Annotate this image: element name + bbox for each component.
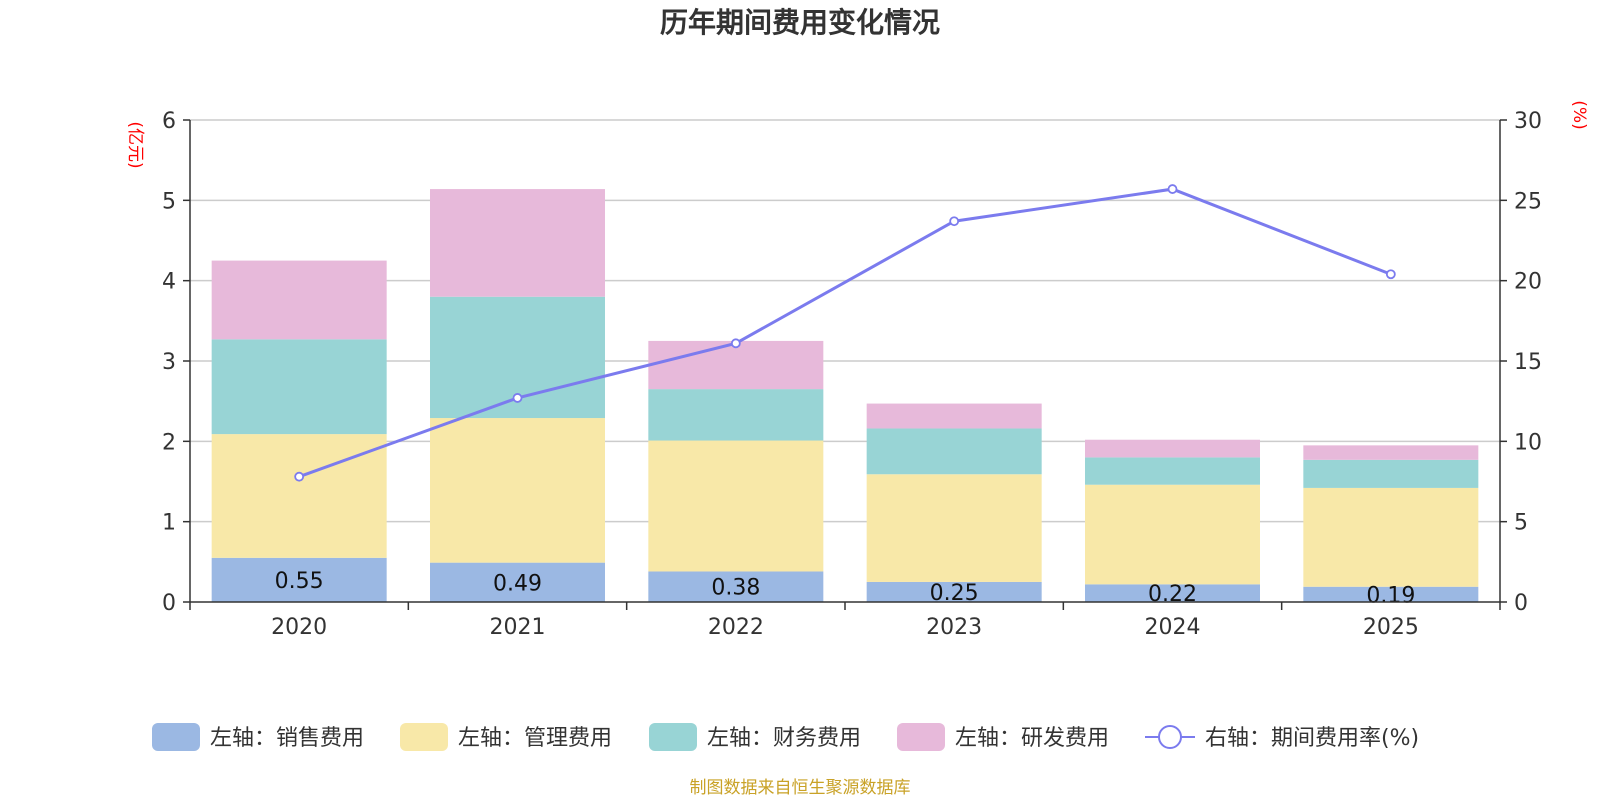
left-tick-label: 4 — [162, 270, 176, 295]
bar-segment — [866, 581, 1042, 602]
right-tick-label: 5 — [1514, 511, 1528, 536]
right-tick-label: 20 — [1514, 270, 1542, 295]
data-label: 0.55 — [275, 569, 324, 594]
bar-segment — [1303, 445, 1479, 460]
data-label: 0.38 — [711, 576, 760, 601]
bar-segment — [430, 189, 605, 297]
right-tick-label: 25 — [1514, 189, 1542, 214]
x-tick-label: 2021 — [490, 615, 546, 640]
bar-segment — [648, 340, 824, 390]
left-tick-label: 0 — [162, 591, 176, 616]
line-series — [294, 184, 1396, 482]
bar-segment — [648, 571, 824, 602]
legend-swatch — [897, 723, 945, 751]
left-tick-label: 2 — [162, 430, 176, 455]
bar-segment — [1085, 439, 1260, 458]
legend-circle-marker — [1158, 725, 1182, 749]
bar-segment — [211, 557, 387, 602]
data-label: 0.19 — [1366, 583, 1415, 608]
left-tick-label: 3 — [162, 350, 176, 375]
bar-segment — [211, 339, 387, 435]
legend-label: 左轴：研发费用 — [955, 726, 1109, 751]
right-tick-label: 10 — [1514, 430, 1542, 455]
bar-segment — [1085, 484, 1260, 585]
right-tick-label: 0 — [1514, 591, 1528, 616]
bar-segment — [1303, 459, 1479, 488]
rate-line — [298, 187, 1392, 479]
legend-swatch — [152, 723, 200, 751]
legend-label: 右轴：期间费用率(%) — [1205, 726, 1419, 751]
x-tick-label: 2022 — [708, 615, 764, 640]
rate-point — [1167, 184, 1178, 194]
legend-label: 左轴：销售费用 — [210, 726, 364, 751]
rate-point — [512, 393, 523, 403]
bar-segment — [211, 434, 387, 558]
bar-segment — [866, 474, 1042, 582]
bar-series: 0.55 0.49 0.38 0.25 0.22 0.19 — [211, 189, 1479, 608]
left-tick-label: 1 — [162, 511, 176, 536]
x-tick-label: 2025 — [1363, 615, 1419, 640]
grid-lines — [190, 119, 1500, 523]
x-tick-label: 2023 — [926, 615, 982, 640]
data-label: 0.49 — [493, 571, 542, 596]
left-tick-label: 5 — [162, 189, 176, 214]
bar-segment — [430, 418, 605, 563]
legend-label: 左轴：财务费用 — [707, 726, 861, 751]
bar-segment — [648, 389, 824, 441]
rate-point — [1385, 269, 1396, 280]
bar-segment — [866, 403, 1042, 429]
chart-title: 历年期间费用变化情况 — [660, 6, 940, 39]
left-axis-unit: (亿元) — [125, 121, 145, 168]
x-tick-label: 2024 — [1145, 615, 1201, 640]
data-label: 0.22 — [1148, 582, 1197, 607]
right-tick-label: 15 — [1514, 350, 1542, 375]
bar-segment — [1303, 487, 1479, 587]
bar-segment — [430, 562, 605, 602]
rate-point — [730, 338, 741, 349]
legend-swatch — [400, 723, 448, 751]
rate-point — [294, 471, 305, 482]
x-tick-label: 2020 — [271, 615, 327, 640]
rate-point — [949, 216, 960, 227]
legend: 左轴：销售费用 左轴：管理费用 左轴：财务费用 左轴：研发费用 右轴：期间费用率(%) — [152, 723, 1419, 751]
left-tick-label: 6 — [162, 109, 176, 134]
legend-label: 左轴：管理费用 — [458, 726, 612, 751]
bar-segment — [648, 440, 824, 572]
right-axis-unit: (%) — [1569, 100, 1589, 129]
bar-segment — [866, 428, 1042, 475]
bar-segment — [211, 260, 387, 340]
right-tick-label: 30 — [1514, 109, 1542, 134]
bar-segment — [1085, 584, 1260, 602]
legend-swatch — [649, 723, 697, 751]
bar-segment — [1085, 457, 1260, 485]
bar-segment — [1303, 586, 1479, 602]
source-note: 制图数据来自恒生聚源数据库 — [690, 778, 911, 798]
